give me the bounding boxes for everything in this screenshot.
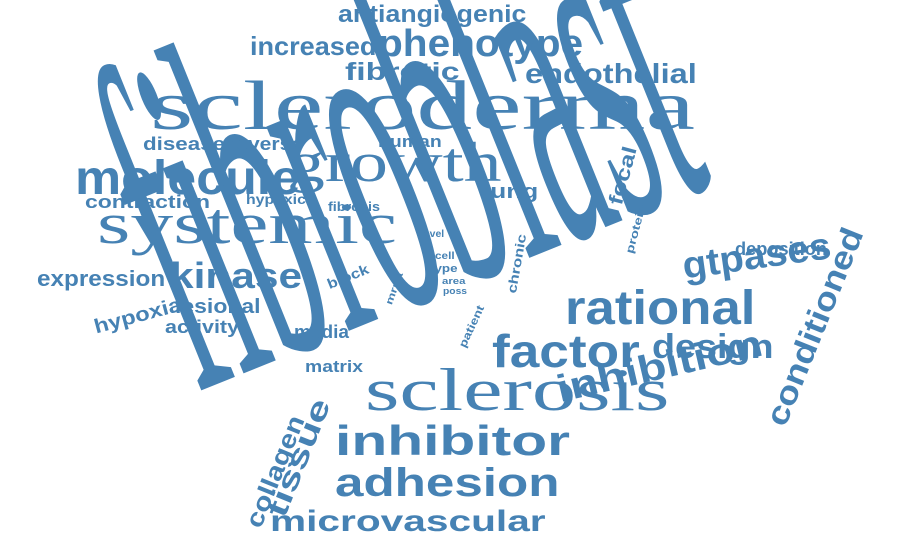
word-lesional: lesional [175, 296, 261, 318]
word-deposition: deposition [735, 239, 827, 259]
word-rational: rational [565, 282, 756, 335]
word-molecule: molecule [75, 152, 301, 205]
word-media: media [294, 322, 350, 342]
word-scleroderma: scleroderma [150, 68, 696, 145]
word-fibrotic: fibrotic [345, 58, 460, 86]
word-novel: novel [417, 229, 445, 240]
word-design: design [652, 328, 774, 366]
word-growth: growth [287, 132, 502, 194]
word-fibrosis: fibrosis [328, 199, 380, 214]
word-matrix: matrix [305, 357, 364, 376]
word-poss: poss [443, 286, 468, 296]
word-human: human [378, 132, 442, 151]
word-disease: disease [143, 134, 226, 154]
word-factor: factor [492, 325, 640, 377]
word-reverse: reverse [228, 134, 304, 154]
word-systemic: systemic [97, 191, 397, 256]
word-adhesion: adhesion [335, 461, 560, 505]
word-sclerosis: sclerosis [365, 357, 670, 423]
word-phenotype: phenotype [378, 23, 584, 65]
word-activity: activity [165, 317, 240, 337]
word-increased: increased [250, 31, 377, 61]
word-cell: cell [435, 251, 455, 262]
word-antiangiogenic: antiangiogenic [338, 1, 527, 28]
word-endothelial: endothelial [525, 58, 697, 89]
word-kinase: kinase [170, 255, 303, 296]
word-type: type [430, 263, 458, 275]
word-expression: expression [37, 266, 166, 291]
word-hypoxic: hypoxic [246, 191, 306, 207]
word-microvascular: microvascular [270, 505, 546, 537]
word-contraction: contraction [85, 192, 211, 212]
word-inhibitor: inhibitor [335, 417, 570, 464]
word-area: area [442, 276, 466, 286]
word-lung: lung [483, 181, 539, 203]
